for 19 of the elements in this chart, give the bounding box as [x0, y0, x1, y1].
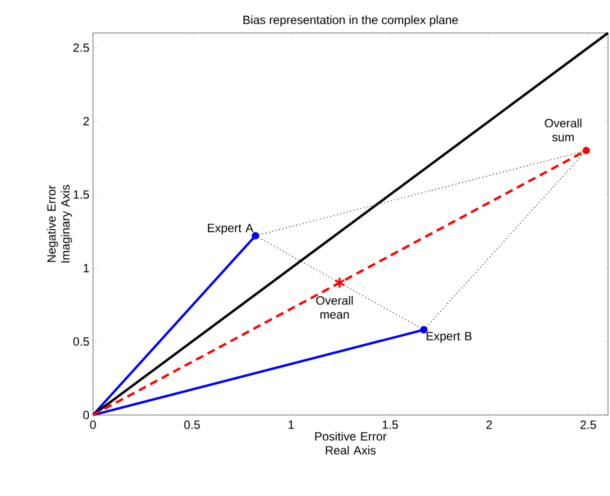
annotation: Overall mean	[316, 296, 353, 319]
x-tick-label: 2	[486, 420, 492, 429]
annotation: Expert A	[208, 224, 254, 235]
y-axis-title: Negative Error Imaginary Axis	[46, 184, 72, 262]
y-tick-label: 0	[83, 410, 90, 420]
y-tick-label: 1	[84, 264, 89, 272]
chart-title: Bias representation in the complex plane	[243, 15, 458, 27]
x-tick-label: 0	[90, 420, 96, 429]
x-tick-label: 1.5	[382, 420, 398, 429]
x-tick-label: 1	[288, 420, 294, 429]
annotation: Overall sum	[544, 118, 582, 142]
y-tick-label: 0.5	[73, 337, 89, 346]
x-axis-title: Positive Error Real Axis	[315, 432, 386, 455]
x-tick-label: 2.5	[580, 420, 596, 429]
y-tick-label: 2	[83, 116, 89, 126]
y-tick-label: 1.5	[74, 190, 89, 199]
annotation: Expert B	[426, 332, 472, 343]
x-tick-label: 0.5	[184, 420, 200, 429]
y-tick-label: 2.5	[73, 43, 89, 52]
